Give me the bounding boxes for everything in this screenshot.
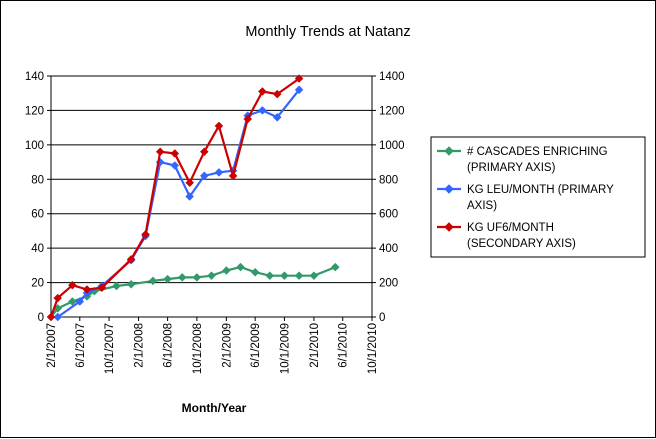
y2-tick-label: 800 (379, 174, 398, 186)
data-point-3 (126, 254, 136, 264)
y-tick-label: 80 (31, 174, 44, 186)
x-tick-label: 2/1/2009 (221, 323, 233, 368)
y-tick-label: 120 (25, 105, 44, 117)
y-tick-label: 20 (31, 278, 44, 290)
data-point-3 (170, 149, 180, 158)
legend-label-3: KG UF6/MONTH (467, 222, 554, 234)
data-point-2 (214, 168, 224, 177)
data-point-1 (330, 262, 340, 272)
y2-tick-label: 600 (379, 209, 398, 221)
data-point-3 (67, 280, 77, 290)
data-point-3 (185, 178, 195, 188)
data-point-1 (163, 274, 172, 284)
series-lines (46, 74, 340, 322)
data-point-2 (199, 171, 209, 181)
y-tick-label: 0 (38, 312, 44, 324)
data-point-1 (177, 273, 187, 282)
y2-tick-label: 400 (379, 243, 398, 255)
y-tick-label: 40 (31, 243, 44, 255)
legend-marker-3 (444, 222, 454, 232)
data-point-2 (53, 312, 63, 322)
data-point-3 (272, 89, 282, 99)
x-tick-label: 2/1/2008 (134, 323, 146, 368)
data-point-1 (207, 271, 216, 281)
grid-lines (51, 75, 372, 284)
x-tick-label: 2/1/2007 (46, 323, 58, 368)
legend-label-2: AXIS) (467, 200, 497, 212)
data-point-3 (155, 147, 165, 157)
y-tick-label: 140 (25, 71, 44, 83)
x-tick-label: 10/1/2007 (104, 323, 116, 374)
data-point-3 (243, 114, 253, 124)
data-point-1 (192, 273, 202, 282)
data-point-1 (236, 262, 245, 272)
data-point-2 (258, 106, 267, 115)
data-point-3 (294, 74, 304, 83)
legend: # CASCADES ENRICHING (PRIMARY AXIS) KG LEU… (430, 136, 646, 258)
data-point-3 (258, 87, 267, 96)
data-point-3 (46, 312, 56, 322)
data-point-1 (222, 266, 231, 275)
x-tick-label: 10/1/2008 (192, 323, 204, 374)
chart-title: Monthly Trends at Natanz (245, 24, 410, 40)
legend-box (430, 136, 646, 258)
data-point-3 (141, 230, 150, 239)
y-tick-label: 100 (25, 140, 44, 152)
data-point-2 (170, 161, 180, 170)
data-point-3 (214, 121, 224, 131)
y2-tick-label: 200 (379, 278, 398, 290)
data-point-1 (265, 271, 275, 281)
plot-area (51, 76, 372, 317)
data-point-3 (53, 293, 63, 303)
data-point-3 (97, 283, 107, 293)
legend-label-3: (SECONDARY AXIS) (467, 238, 576, 250)
data-point-2 (294, 85, 304, 95)
axes: 0 0 20 200 40 400 60 600 80 800 100 1000 120 1200 140 1… (25, 71, 405, 374)
x-tick-label: 6/1/2010 (338, 323, 350, 368)
x-tick-label: 6/1/2009 (250, 323, 262, 368)
data-point-1 (294, 271, 304, 281)
y2-tick-label: 0 (379, 312, 385, 324)
data-point-3 (82, 285, 92, 294)
legend-marker-1 (444, 146, 454, 156)
data-point-1 (126, 279, 136, 289)
data-point-1 (280, 271, 289, 281)
data-point-1 (309, 271, 319, 281)
plot-background (51, 76, 372, 317)
legend-label-2: KG LEU/MONTH (PRIMARY (467, 184, 614, 196)
x-tick-label: 2/1/2010 (309, 323, 321, 368)
y2-tick-label: 1000 (379, 140, 405, 152)
y2-tick-label: 1200 (379, 105, 405, 117)
y2-tick-label: 1400 (379, 71, 405, 83)
data-point-1 (112, 281, 121, 291)
data-point-2 (75, 297, 85, 306)
data-point-3 (199, 147, 209, 157)
data-point-1 (250, 267, 260, 277)
legend-marker-2 (444, 184, 454, 194)
x-tick-label: 6/1/2007 (75, 323, 87, 368)
y-tick-label: 60 (31, 209, 44, 221)
x-tick-label: 10/1/2009 (279, 323, 291, 374)
x-axis-title: Month/Year (182, 401, 247, 415)
data-point-1 (148, 276, 158, 286)
x-tick-label: 6/1/2008 (163, 323, 175, 368)
data-point-3 (228, 171, 238, 181)
legend-label-1: (PRIMARY AXIS) (467, 162, 556, 174)
data-point-2 (185, 192, 195, 201)
legend-label-1: # CASCADES ENRICHING (467, 146, 608, 158)
data-point-2 (272, 112, 282, 122)
x-tick-label: 10/1/2010 (367, 323, 379, 374)
